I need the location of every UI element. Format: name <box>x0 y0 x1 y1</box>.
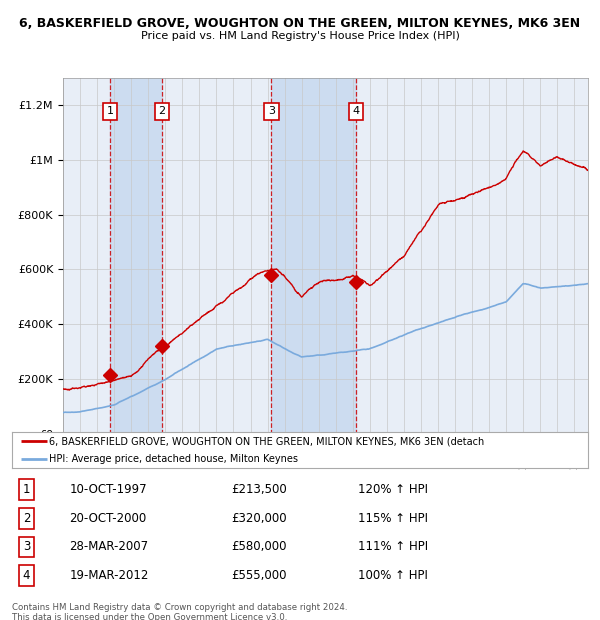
Text: 115% ↑ HPI: 115% ↑ HPI <box>358 512 428 525</box>
Bar <box>271 78 356 434</box>
Text: 3: 3 <box>268 107 275 117</box>
Text: 111% ↑ HPI: 111% ↑ HPI <box>358 541 428 554</box>
Text: HPI: Average price, detached house, Milton Keynes: HPI: Average price, detached house, Milt… <box>49 454 298 464</box>
Text: 2: 2 <box>158 107 166 117</box>
Text: 1: 1 <box>23 483 30 496</box>
Text: 4: 4 <box>23 569 30 582</box>
Text: 120% ↑ HPI: 120% ↑ HPI <box>358 483 428 496</box>
Text: Contains HM Land Registry data © Crown copyright and database right 2024.
This d: Contains HM Land Registry data © Crown c… <box>12 603 347 620</box>
Text: £213,500: £213,500 <box>231 483 287 496</box>
Bar <box>110 78 162 434</box>
Text: 100% ↑ HPI: 100% ↑ HPI <box>358 569 427 582</box>
Text: 2: 2 <box>23 512 30 525</box>
Text: 20-OCT-2000: 20-OCT-2000 <box>70 512 147 525</box>
Text: £580,000: £580,000 <box>231 541 286 554</box>
Text: 19-MAR-2012: 19-MAR-2012 <box>70 569 149 582</box>
Text: 1: 1 <box>107 107 114 117</box>
Text: 6, BASKERFIELD GROVE, WOUGHTON ON THE GREEN, MILTON KEYNES, MK6 3EN (detach: 6, BASKERFIELD GROVE, WOUGHTON ON THE GR… <box>49 436 485 446</box>
Text: Price paid vs. HM Land Registry's House Price Index (HPI): Price paid vs. HM Land Registry's House … <box>140 31 460 41</box>
Text: 28-MAR-2007: 28-MAR-2007 <box>70 541 149 554</box>
Text: 6, BASKERFIELD GROVE, WOUGHTON ON THE GREEN, MILTON KEYNES, MK6 3EN: 6, BASKERFIELD GROVE, WOUGHTON ON THE GR… <box>19 17 581 30</box>
Text: £555,000: £555,000 <box>231 569 286 582</box>
Text: 4: 4 <box>353 107 360 117</box>
Text: 10-OCT-1997: 10-OCT-1997 <box>70 483 147 496</box>
Text: £320,000: £320,000 <box>231 512 287 525</box>
Text: 3: 3 <box>23 541 30 554</box>
